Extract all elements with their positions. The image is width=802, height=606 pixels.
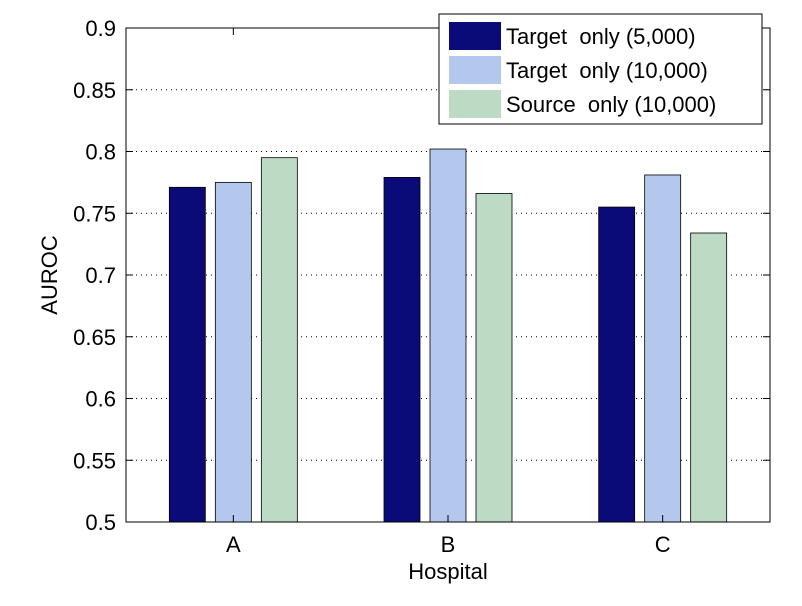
y-tick-label: 0.9 [85,16,116,41]
bar-B-series-1 [383,177,421,523]
bar-C-series-2 [644,174,682,523]
x-tick-label: C [655,532,671,557]
bar-A-series-2 [214,181,252,523]
bar-A-series-1 [168,186,206,523]
x-axis-title: Hospital [408,559,487,584]
y-tick-label: 0.7 [85,263,116,288]
y-tick-label: 0.85 [73,78,116,103]
legend-label: Source only (10,000) [506,92,716,117]
x-tick-label: A [226,532,241,557]
bar-C-series-3 [690,232,728,523]
bars [168,148,728,523]
y-tick-label: 0.5 [85,510,116,535]
bar-B-series-3 [475,193,513,523]
y-tick-label: 0.8 [85,140,116,165]
bar-C-series-1 [598,206,636,523]
legend-label: Target only (10,000) [506,58,708,83]
y-axis-title: AUROC [37,235,62,315]
x-tick-label: B [441,532,456,557]
bar-B-series-2 [429,148,467,523]
y-tick-label: 0.65 [73,325,116,350]
y-tick-label: 0.6 [85,387,116,412]
bar-A-series-3 [260,157,298,523]
legend: Target only (5,000) Target only (10,000) S… [438,13,763,125]
legend-swatch [449,22,501,50]
legend-swatch [449,90,501,118]
legend-label: Target only (5,000) [506,24,696,49]
axis-ticks: 0.5 0.55 0.6 0.65 0.7 0.75 0.8 0.85 0.9 A B C [73,16,770,557]
y-tick-label: 0.55 [73,448,116,473]
y-tick-label: 0.75 [73,201,116,226]
legend-swatch [449,56,501,84]
